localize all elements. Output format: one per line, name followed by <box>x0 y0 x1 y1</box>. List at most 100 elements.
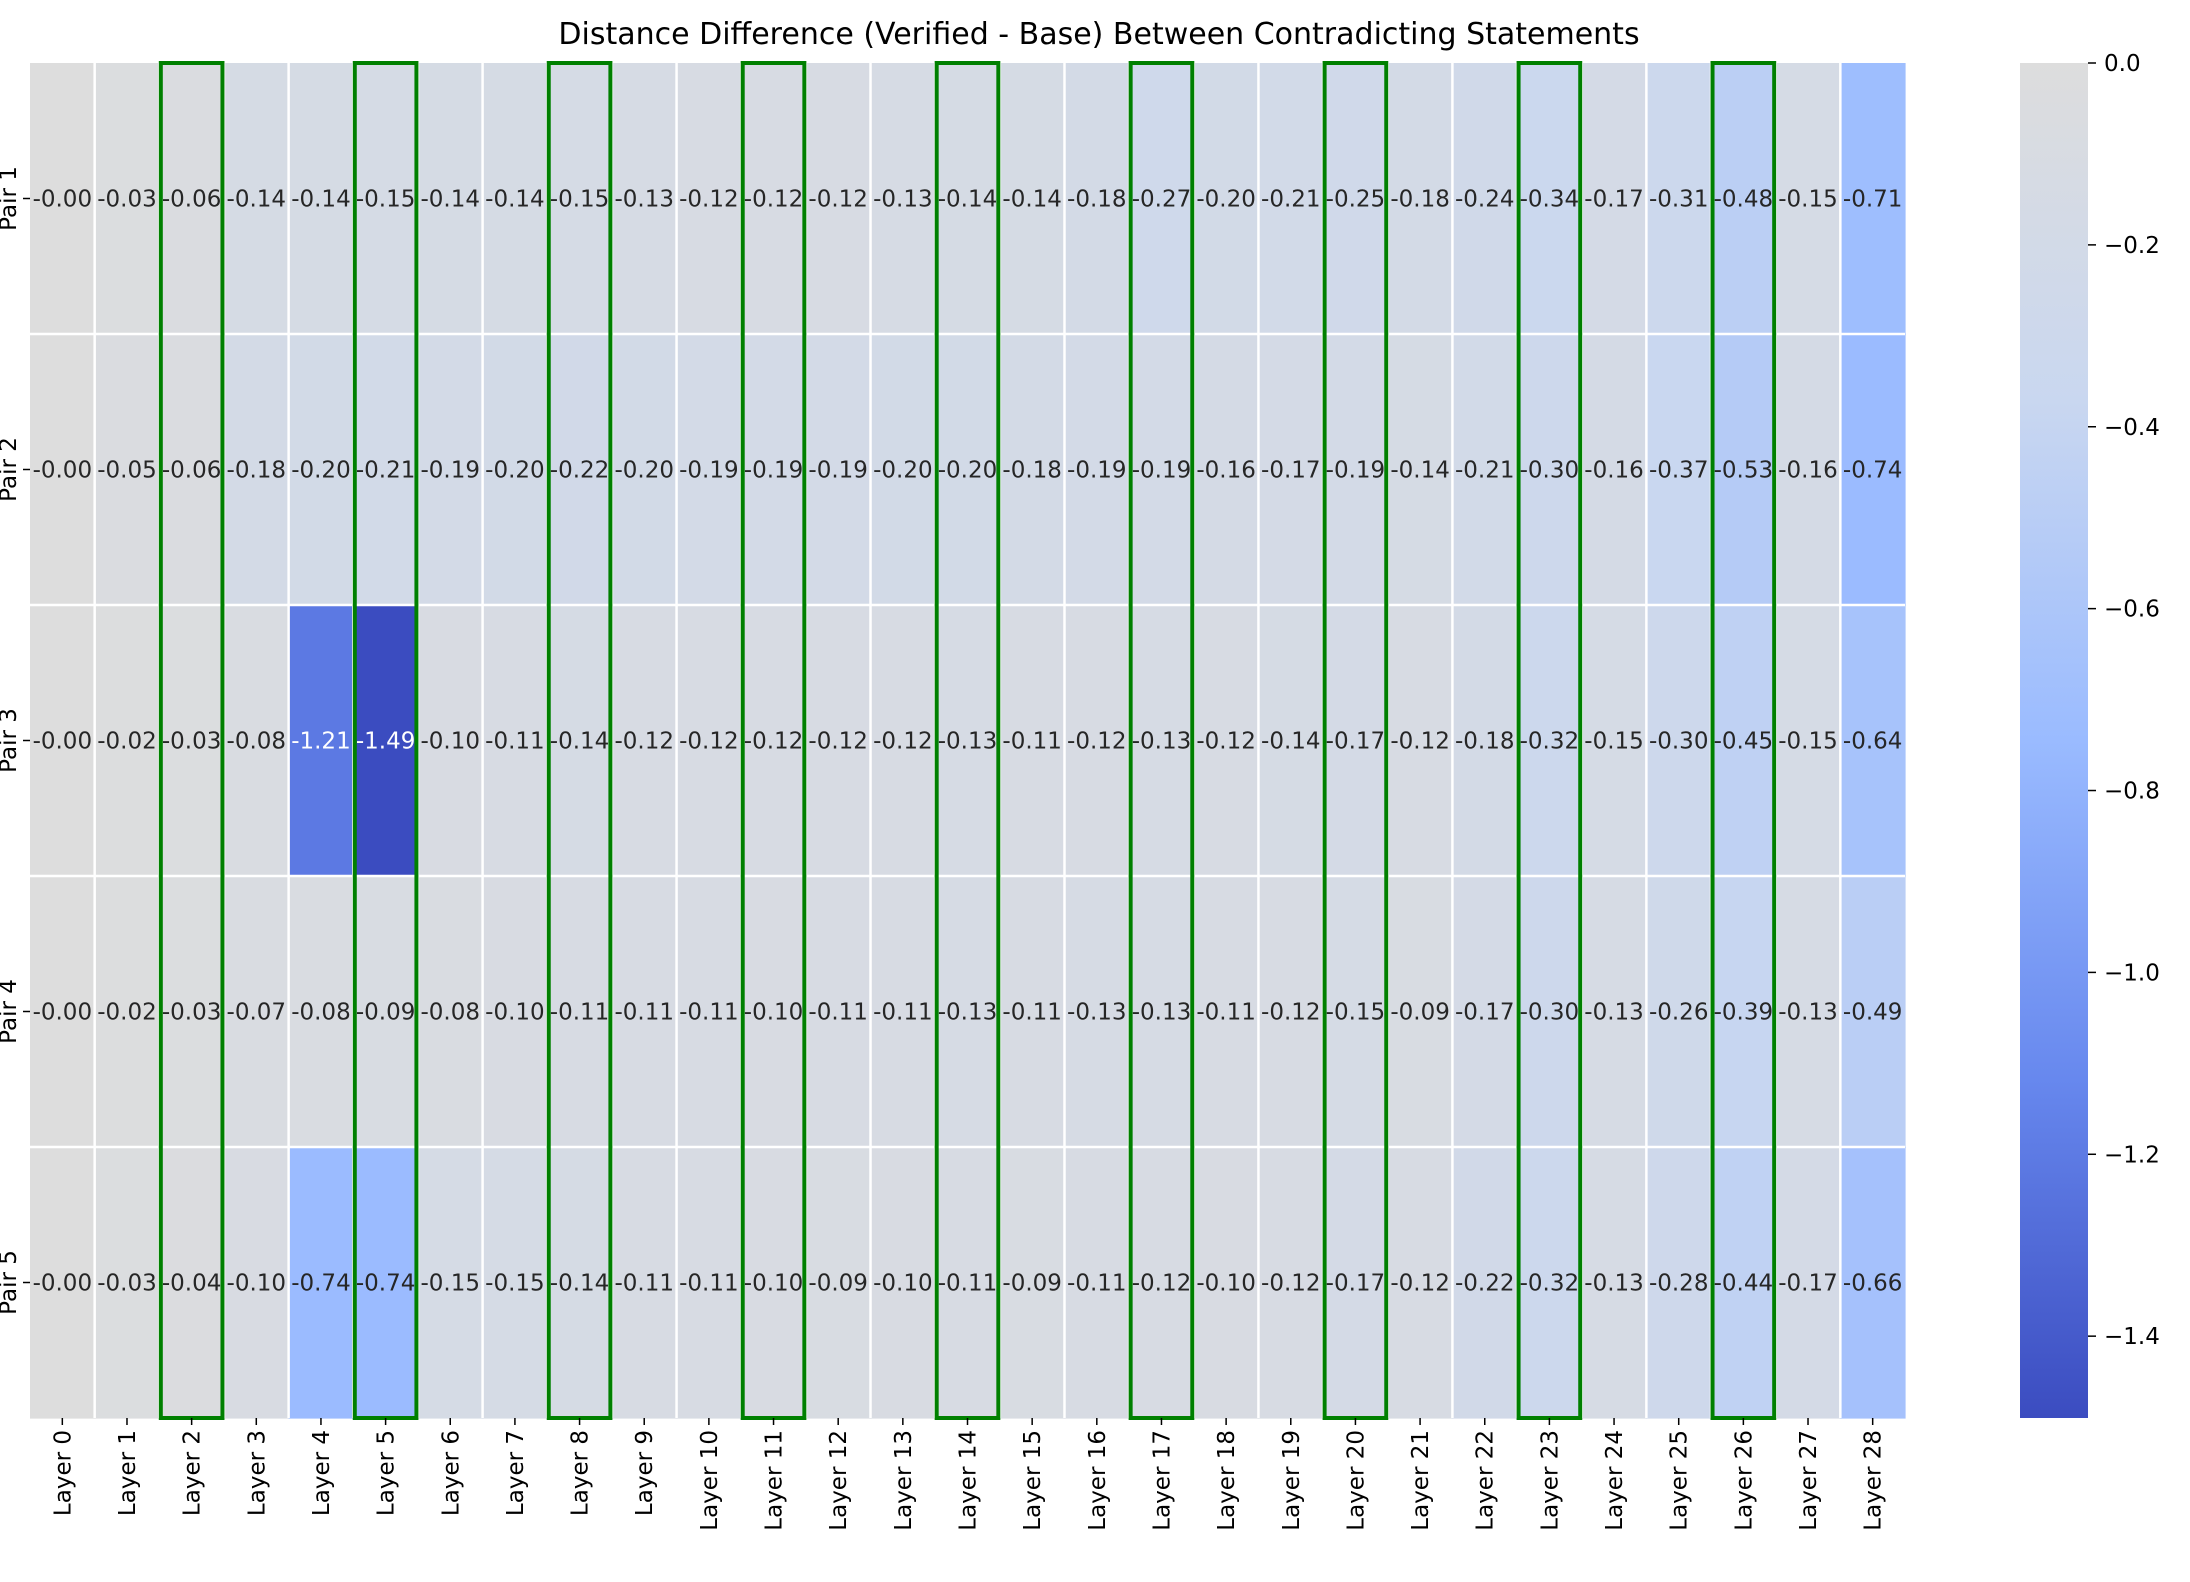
cell-value-label: -0.27 <box>1132 187 1192 213</box>
cell-value-label: -0.03 <box>162 1000 222 1026</box>
heatmap-cell <box>1258 1147 1324 1419</box>
heatmap-cell <box>611 876 678 1148</box>
x-tick-label: Layer 7 <box>503 1430 529 1516</box>
heatmap-cell <box>1064 63 1130 335</box>
cell-value-label: -0.11 <box>679 1271 739 1297</box>
cell-value-label: -0.12 <box>808 729 868 755</box>
heatmap-cell <box>159 63 225 335</box>
cell-value-label: -0.21 <box>1455 458 1515 484</box>
heatmap-cell <box>1387 605 1454 877</box>
heatmap-cell <box>1517 605 1583 877</box>
heatmap-cell <box>999 605 1066 877</box>
x-tick-label: Layer 25 <box>1667 1430 1693 1531</box>
cell-value-label: -0.12 <box>679 729 739 755</box>
cell-value-label: -0.45 <box>1714 729 1774 755</box>
cell-value-label: -0.19 <box>808 458 868 484</box>
cell-value-label: -0.15 <box>1326 1000 1386 1026</box>
heatmap-cell <box>676 1147 742 1419</box>
cell-value-label: -0.19 <box>1067 458 1127 484</box>
cell-value-label: -0.08 <box>227 729 287 755</box>
heatmap-cell <box>611 63 678 335</box>
cell-value-label: -0.08 <box>421 1000 481 1026</box>
heatmap-cell <box>159 1147 225 1419</box>
cell-value-labels: -0.00 -0.03 -0.06 -0.14 -0.14 -0.15 -0.14 -0.14… <box>33 187 1903 1297</box>
heatmap-cells <box>30 63 1906 1419</box>
heatmap-cell <box>30 605 96 877</box>
cell-value-label: -0.66 <box>1843 1271 1903 1297</box>
cell-value-label: -0.24 <box>1455 187 1515 213</box>
cell-value-label: -0.49 <box>1843 1000 1903 1026</box>
cell-value-label: -0.74 <box>1843 458 1903 484</box>
heatmap-cell <box>1452 876 1518 1148</box>
cell-value-label: -0.20 <box>485 458 545 484</box>
cell-value-label: -0.15 <box>356 187 416 213</box>
heatmap-cell <box>223 876 290 1148</box>
heatmap-cell <box>935 876 1001 1148</box>
cell-value-label: -0.12 <box>614 729 674 755</box>
heatmap-cell <box>1258 334 1324 606</box>
cell-value-label: -0.12 <box>679 187 739 213</box>
cell-value-label: -0.11 <box>1196 1000 1256 1026</box>
heatmap-cell <box>547 605 613 877</box>
cell-value-label: -0.16 <box>1778 458 1838 484</box>
colorbar-tick-label: −0.2 <box>2104 233 2160 259</box>
x-tick-label: Layer 21 <box>1408 1430 1434 1531</box>
cell-value-label: -0.04 <box>162 1271 222 1297</box>
y-tick-label: Pair 4 <box>0 979 22 1044</box>
cell-value-label: -0.26 <box>1649 1000 1709 1026</box>
colorbar-tick-label: −1.0 <box>2104 960 2160 986</box>
cell-value-label: -0.20 <box>873 458 933 484</box>
heatmap-cell <box>482 63 548 335</box>
cell-value-label: -0.14 <box>550 729 610 755</box>
cell-value-label: -0.30 <box>1649 729 1709 755</box>
cell-value-label: -0.13 <box>1584 1000 1644 1026</box>
heatmap-cell <box>1646 63 1712 335</box>
cell-value-label: -0.19 <box>1326 458 1386 484</box>
cell-value-label: -0.20 <box>614 458 674 484</box>
cell-value-label: -0.11 <box>550 1000 610 1026</box>
heatmap-cell <box>482 334 548 606</box>
heatmap-cell <box>1517 1147 1583 1419</box>
heatmap-cell <box>1840 876 1906 1148</box>
cell-value-label: -0.11 <box>938 1271 998 1297</box>
cell-value-label: -0.37 <box>1649 458 1709 484</box>
heatmap-cell <box>935 1147 1001 1419</box>
cell-value-label: -0.15 <box>1778 187 1838 213</box>
heatmap-cell <box>870 1147 936 1419</box>
cell-value-label: -0.19 <box>744 458 804 484</box>
heatmap-cell <box>223 1147 290 1419</box>
cell-value-label: -0.05 <box>97 458 157 484</box>
heatmap-cell <box>870 334 936 606</box>
x-tick-label: Layer 4 <box>309 1430 335 1516</box>
cell-value-label: -0.18 <box>1455 729 1515 755</box>
heatmap-cell <box>741 876 807 1148</box>
cell-value-label: -0.16 <box>1584 458 1644 484</box>
x-tick-label: Layer 20 <box>1343 1430 1369 1531</box>
heatmap-cell <box>1581 1147 1647 1419</box>
heatmap-cell <box>482 876 548 1148</box>
cell-value-label: -0.22 <box>550 458 610 484</box>
x-tick-label: Layer 11 <box>762 1430 788 1531</box>
heatmap-cell <box>741 63 807 335</box>
cell-value-label: -0.11 <box>679 1000 739 1026</box>
cell-value-label: -0.32 <box>1520 1271 1580 1297</box>
cell-value-label: -0.12 <box>808 187 868 213</box>
heatmap-cell <box>30 876 96 1148</box>
cell-value-label: -0.12 <box>1132 1271 1192 1297</box>
x-tick-label: Layer 10 <box>697 1430 723 1531</box>
cell-value-label: -0.31 <box>1649 187 1709 213</box>
x-axis: Layer 0 Layer 1 Layer 2 Layer 3 Layer 4 Layer… <box>50 1418 1887 1531</box>
colorbar-tick-label: −0.8 <box>2104 779 2160 805</box>
cell-value-label: -0.15 <box>485 1271 545 1297</box>
cell-value-label: -0.13 <box>873 187 933 213</box>
cell-value-label: -0.18 <box>1390 187 1450 213</box>
cell-value-label: -0.10 <box>873 1271 933 1297</box>
cell-value-label: -0.06 <box>162 458 222 484</box>
x-tick-label: Layer 9 <box>632 1430 658 1516</box>
heatmap-cell <box>159 334 225 606</box>
cell-value-label: -0.17 <box>1584 187 1644 213</box>
cell-value-label: -0.12 <box>744 187 804 213</box>
cell-value-label: -0.11 <box>808 1000 868 1026</box>
y-axis: Pair 1 Pair 2 Pair 3 Pair 4 Pair 5 <box>0 166 30 1315</box>
cell-value-label: -0.00 <box>33 187 93 213</box>
